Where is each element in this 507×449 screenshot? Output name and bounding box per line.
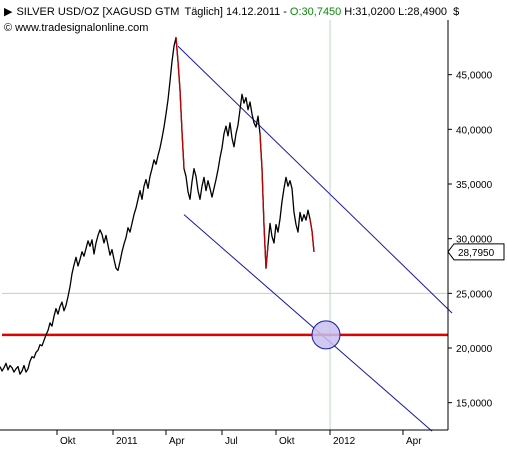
copyright-symbol: © [4, 22, 12, 34]
y-tick-label: 30,0000 [456, 235, 493, 246]
y-tick-label: 45,0000 [456, 71, 493, 82]
x-axis-ticks: Okt 2011 Apr Jul Okt 2012 Apr [56, 430, 422, 447]
price-series [0, 36, 315, 375]
high-low-text: H:31,0200 L:28,4900 [344, 6, 447, 18]
change-prefix: - [283, 6, 287, 18]
x-tick-label: Jul [225, 436, 238, 447]
x-tick-label: Okt [279, 436, 295, 447]
channel-lower-line [183, 214, 433, 432]
y-tick-label: 40,0000 [456, 125, 493, 136]
target-circle-marker [311, 320, 341, 350]
chart-header: ▶ SILVER USD/OZ [XAGUSD GTM Täglich] 14.12.… [4, 6, 459, 18]
open-value: O:30,7450 [290, 6, 341, 18]
source-line: © www.tradesignalonline.com [4, 22, 148, 34]
x-tick-label: 2011 [116, 436, 138, 447]
price-down-segment [309, 218, 315, 252]
channel-upper-line [177, 45, 453, 314]
currency-label: $ [453, 6, 459, 18]
date-text: 14.12.2011 [226, 6, 280, 18]
grid [2, 20, 448, 430]
header-arrow: ▶ [4, 6, 13, 18]
last-value-label: 28,7950 [458, 248, 495, 259]
plot-area [2, 20, 448, 430]
price-down-segment [259, 133, 269, 269]
last-value-box [447, 243, 505, 261]
trend-channel [177, 45, 453, 432]
y-tick-label: 20,0000 [456, 344, 493, 355]
target-circle [311, 320, 341, 350]
y-tick-label: 35,0000 [456, 180, 493, 191]
y-tick-label: 25,0000 [456, 289, 493, 300]
y-axis-ticks: 15,0000 20,0000 25,0000 30,0000 35,0000 40,00… [448, 71, 493, 410]
x-tick-label: 2012 [333, 436, 356, 447]
interval-text: Täglich] [184, 6, 223, 18]
last-value-marker: 28,7950 [447, 243, 505, 261]
x-tick-label: Apr [406, 436, 422, 447]
x-tick-label: Apr [169, 436, 185, 447]
symbol-text: SILVER USD/OZ [XAGUSD GTM [16, 6, 179, 18]
x-tick-label: Okt [60, 436, 76, 447]
source-text: www.tradesignalonline.com [14, 22, 148, 34]
price-down-segment [175, 37, 185, 169]
y-tick-label: 15,0000 [456, 399, 493, 410]
